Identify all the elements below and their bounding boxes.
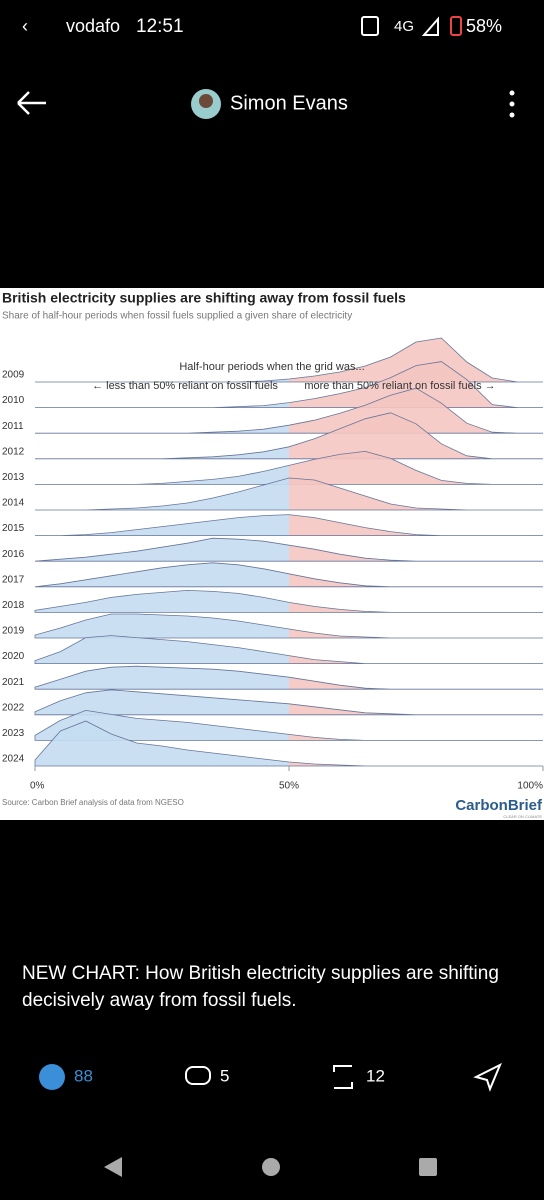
carrier: vodafo bbox=[66, 16, 120, 36]
repost-count: 12 bbox=[366, 1066, 385, 1085]
ridges: 2009 2010 2011 2012 2013 2014 2015 2016 2017 2018… bbox=[2, 337, 543, 767]
ridge-area bbox=[34, 665, 543, 690]
x-tick-label: 50% bbox=[279, 781, 299, 792]
menu-button[interactable] bbox=[509, 90, 515, 118]
year-label: 2024 bbox=[2, 754, 25, 765]
source: Source: Carbon Brief analysis of data fr… bbox=[2, 798, 184, 807]
back-button[interactable] bbox=[17, 91, 46, 115]
ridge-area bbox=[34, 689, 543, 716]
clock: 12:51 bbox=[136, 16, 184, 37]
ridge-area bbox=[35, 387, 543, 434]
share-icon[interactable] bbox=[473, 1062, 502, 1092]
year-label: 2017 bbox=[2, 574, 25, 585]
year-label: 2013 bbox=[2, 472, 25, 483]
chart-title: British electricity supplies are shiftin… bbox=[2, 290, 406, 306]
annotation-left: ← less than 50% reliant on fossil fuels bbox=[92, 380, 278, 392]
year-label: 2011 bbox=[2, 421, 24, 432]
year-label: 2009 bbox=[2, 370, 25, 381]
ridge-area bbox=[34, 709, 543, 741]
ridge-area bbox=[34, 635, 543, 664]
ridge-area bbox=[35, 412, 543, 460]
chart-subtitle: Share of half-hour periods when fossil f… bbox=[2, 311, 352, 322]
year-label: 2012 bbox=[2, 446, 25, 457]
like-icon[interactable] bbox=[39, 1064, 65, 1090]
nav-home[interactable] bbox=[262, 1158, 280, 1176]
year-label: 2016 bbox=[2, 549, 25, 560]
year-label: 2018 bbox=[2, 600, 25, 611]
battery: 58% bbox=[466, 16, 502, 36]
year-label: 2019 bbox=[2, 626, 25, 637]
like-count: 88 bbox=[74, 1066, 93, 1085]
x-tick-label: 0% bbox=[30, 781, 45, 792]
annotation-right: more than 50% reliant on fossil fuels → bbox=[304, 380, 495, 392]
author-name[interactable]: Simon Evans bbox=[230, 92, 348, 114]
ridge-area bbox=[35, 450, 543, 485]
year-label: 2023 bbox=[2, 728, 25, 739]
repost-icon[interactable] bbox=[333, 1065, 353, 1089]
ridge-area bbox=[35, 514, 543, 536]
post-text: NEW CHART: How British electricity suppl… bbox=[22, 963, 499, 1011]
ridge-area bbox=[35, 477, 543, 511]
battery-icon bbox=[450, 16, 462, 36]
year-label: 2014 bbox=[2, 498, 25, 509]
annotation: Half-hour periods when the grid was... bbox=[179, 361, 364, 373]
ridge-area bbox=[34, 613, 543, 639]
year-label: 2020 bbox=[2, 651, 25, 662]
ridge-area bbox=[34, 537, 543, 562]
nfc-icon bbox=[361, 16, 379, 36]
year-label: 2022 bbox=[2, 702, 25, 713]
x-tick-label: 100% bbox=[517, 781, 543, 792]
year-label: 2021 bbox=[2, 677, 25, 688]
year-label: 2015 bbox=[2, 523, 25, 534]
logo: CarbonBrief bbox=[455, 797, 543, 814]
nav-recents[interactable] bbox=[419, 1158, 437, 1176]
ridge-area bbox=[34, 562, 543, 588]
year-label: 2010 bbox=[2, 395, 25, 406]
nav-back[interactable] bbox=[104, 1157, 122, 1177]
back-chevron[interactable]: ‹ bbox=[22, 16, 28, 36]
logo-tagline: CLEAR ON CLIMATE bbox=[503, 814, 542, 819]
signal-icon bbox=[421, 16, 439, 36]
reply-icon[interactable] bbox=[185, 1066, 211, 1085]
ridge-area bbox=[34, 720, 543, 767]
reply-count: 5 bbox=[220, 1066, 229, 1085]
ridge-area bbox=[34, 589, 543, 613]
network: 4G bbox=[394, 18, 414, 35]
avatar-face bbox=[199, 94, 213, 108]
